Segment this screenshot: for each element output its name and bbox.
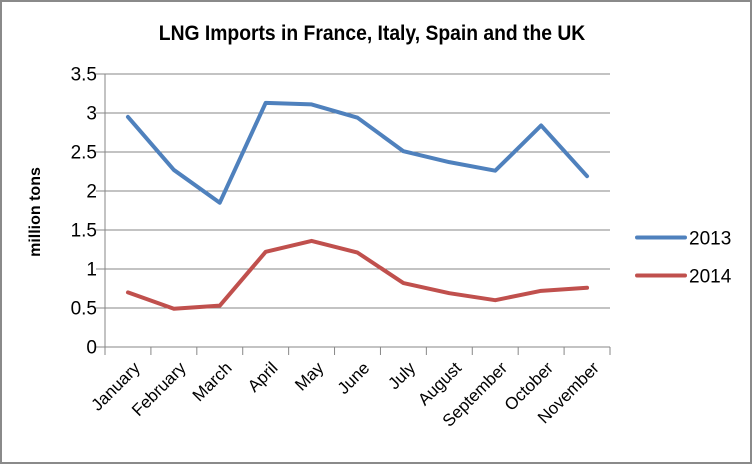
y-tick-label: 2.5: [71, 143, 97, 164]
legend: 2013 2014: [635, 229, 732, 288]
legend-item-2013: 2013: [635, 229, 731, 250]
chart-title: LNG Imports in France, Italy, Spain and …: [159, 22, 586, 45]
y-tick-label: 0: [86, 338, 97, 359]
y-axis-title: million tons: [27, 167, 44, 257]
y-tick-label: 1: [86, 260, 97, 281]
y-tick-label: 1.5: [71, 221, 97, 242]
series-line-2013: [125, 100, 590, 205]
y-tick-label: 3.5: [71, 65, 97, 86]
y-tick-label: 0.5: [71, 299, 97, 320]
y-tick-label: 3: [86, 104, 97, 125]
series-line-2014: [125, 238, 590, 311]
y-tick-label: 2: [86, 182, 97, 203]
legend-label-2014: 2014: [689, 267, 732, 288]
legend-item-2014: 2014: [635, 267, 732, 288]
legend-label-2013: 2013: [689, 229, 731, 250]
